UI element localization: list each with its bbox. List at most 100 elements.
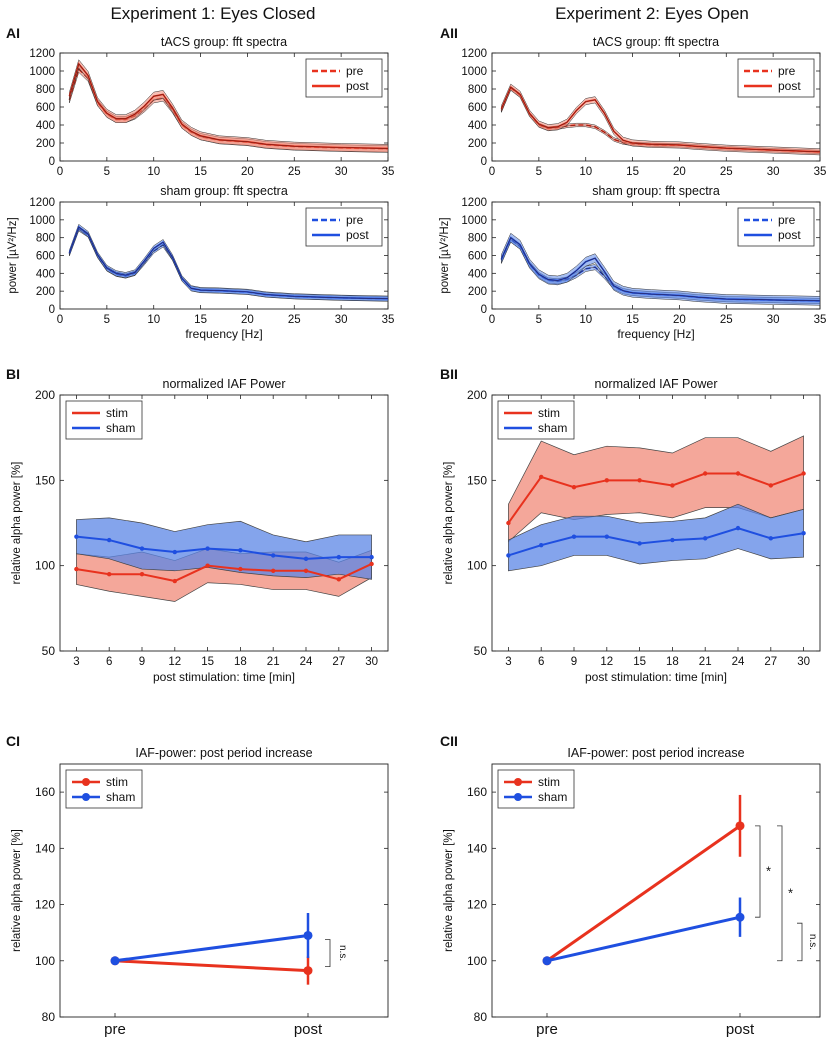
point-stim: [735, 821, 745, 831]
y-tick-label: 1200: [29, 48, 55, 60]
y-tick-label: 1000: [29, 66, 55, 78]
x-tick-label: 21: [267, 656, 280, 668]
chart-ci: CI IAF-power: post period increase 80 100 12…: [6, 733, 389, 1038]
legend-label-stim: stim: [538, 406, 560, 420]
x-axis-label: post stimulation: time [min]: [585, 670, 727, 684]
legend-label-pre: pre: [778, 64, 796, 78]
axes-frame: [491, 763, 821, 1018]
x-tick-label: 27: [332, 656, 345, 668]
chart-aii-sham: sham group: fft spectra02004006008001000…: [439, 184, 826, 341]
x-tick-label: pre: [536, 1021, 558, 1038]
point-sham: [542, 956, 552, 966]
y-tick-label: 400: [468, 268, 487, 280]
y-tick-label: 600: [36, 102, 55, 114]
legend-box: [497, 400, 575, 440]
y-tick-label: 600: [36, 251, 55, 263]
y-axis-label: power [µV²/Hz]: [439, 217, 451, 293]
legend-marker-sham: [514, 793, 522, 801]
significance-bracket: [797, 922, 803, 962]
series-line-stim: [114, 959, 309, 973]
legend-box: [737, 58, 815, 98]
x-tick-label: 24: [300, 656, 313, 668]
point-sham: [271, 553, 276, 558]
x-tick-label: 20: [241, 314, 254, 326]
point-stim: [604, 478, 609, 483]
point-sham: [172, 549, 177, 555]
chart-bi: BI normalized IAF Power 50 100 150 200 3 6 9 12 15…: [6, 366, 389, 684]
series-core-post: [501, 237, 821, 302]
x-tick-label: 15: [626, 314, 639, 326]
legend-label-pre: pre: [778, 213, 796, 227]
x-tick-label: 25: [288, 166, 301, 178]
x-tick-label: 10: [147, 166, 160, 178]
series-line-stim: [76, 563, 373, 583]
y-tick-label: 140: [35, 841, 55, 855]
legend-marker-sham: [82, 793, 90, 801]
x-tick-label: 15: [194, 166, 207, 178]
point-sham: [238, 548, 243, 553]
point-stim: [238, 566, 243, 572]
legend-label-stim: stim: [106, 406, 128, 420]
point-stim: [172, 578, 177, 584]
x-tick-label: 5: [536, 314, 542, 326]
x-axis-label: frequency [Hz]: [185, 327, 262, 341]
legend-label-sham: sham: [106, 790, 135, 804]
x-tick-label: 30: [767, 166, 780, 178]
y-tick-label: 160: [467, 785, 487, 799]
y-tick-label: 100: [467, 559, 487, 573]
series-line-sham: [76, 535, 372, 560]
panel-label: BI: [6, 366, 20, 382]
x-tick-label: 6: [538, 656, 544, 668]
x-tick-label: 15: [194, 314, 207, 326]
y-tick-label: 1000: [461, 66, 487, 78]
panel-label: BII: [440, 366, 458, 382]
x-tick-label: 12: [600, 656, 613, 668]
point-stim: [205, 563, 210, 568]
point-sham: [735, 525, 741, 531]
y-tick-label: 0: [49, 156, 55, 168]
x-tick-label: 15: [626, 166, 639, 178]
point-sham: [74, 534, 79, 539]
point-stim: [303, 966, 313, 976]
y-tick-label: 120: [35, 898, 55, 912]
significance-label: *: [766, 864, 771, 879]
x-axis-label: post stimulation: time [min]: [153, 670, 295, 684]
point-stim: [139, 572, 145, 577]
series-core-post: [69, 63, 389, 149]
legend-label-post: post: [346, 228, 369, 242]
point-sham: [303, 556, 309, 562]
point-stim: [768, 483, 773, 488]
legend-box: [497, 769, 575, 809]
point-sham: [205, 546, 210, 551]
significance-bracket: [325, 939, 331, 968]
x-tick-label: 0: [489, 314, 495, 326]
chart-title: sham group: fft spectra: [592, 184, 720, 198]
legend-label-pre: pre: [346, 64, 364, 78]
panel-label: CI: [6, 733, 20, 749]
series-line-stim: [507, 472, 804, 524]
x-tick-label: 9: [571, 656, 577, 668]
x-tick-label: 5: [104, 314, 110, 326]
point-stim: [539, 474, 544, 480]
y-tick-label: 200: [36, 286, 55, 298]
point-sham: [107, 537, 112, 543]
x-tick-label: 0: [489, 166, 495, 178]
point-stim: [303, 568, 309, 573]
band-post: [501, 232, 821, 306]
legend-label-stim: stim: [106, 775, 128, 789]
panel-label: AII: [440, 25, 458, 41]
y-axis-label: relative alpha power [%]: [443, 829, 455, 952]
x-tick-label: 30: [335, 166, 348, 178]
x-tick-label: 9: [139, 656, 145, 668]
band-post: [69, 223, 389, 302]
x-tick-label: 30: [797, 656, 810, 668]
x-tick-label: 0: [57, 314, 63, 326]
y-tick-label: 600: [468, 102, 487, 114]
point-stim: [735, 471, 741, 476]
y-tick-label: 150: [467, 473, 487, 487]
chart-title: normalized IAF Power: [163, 377, 286, 391]
